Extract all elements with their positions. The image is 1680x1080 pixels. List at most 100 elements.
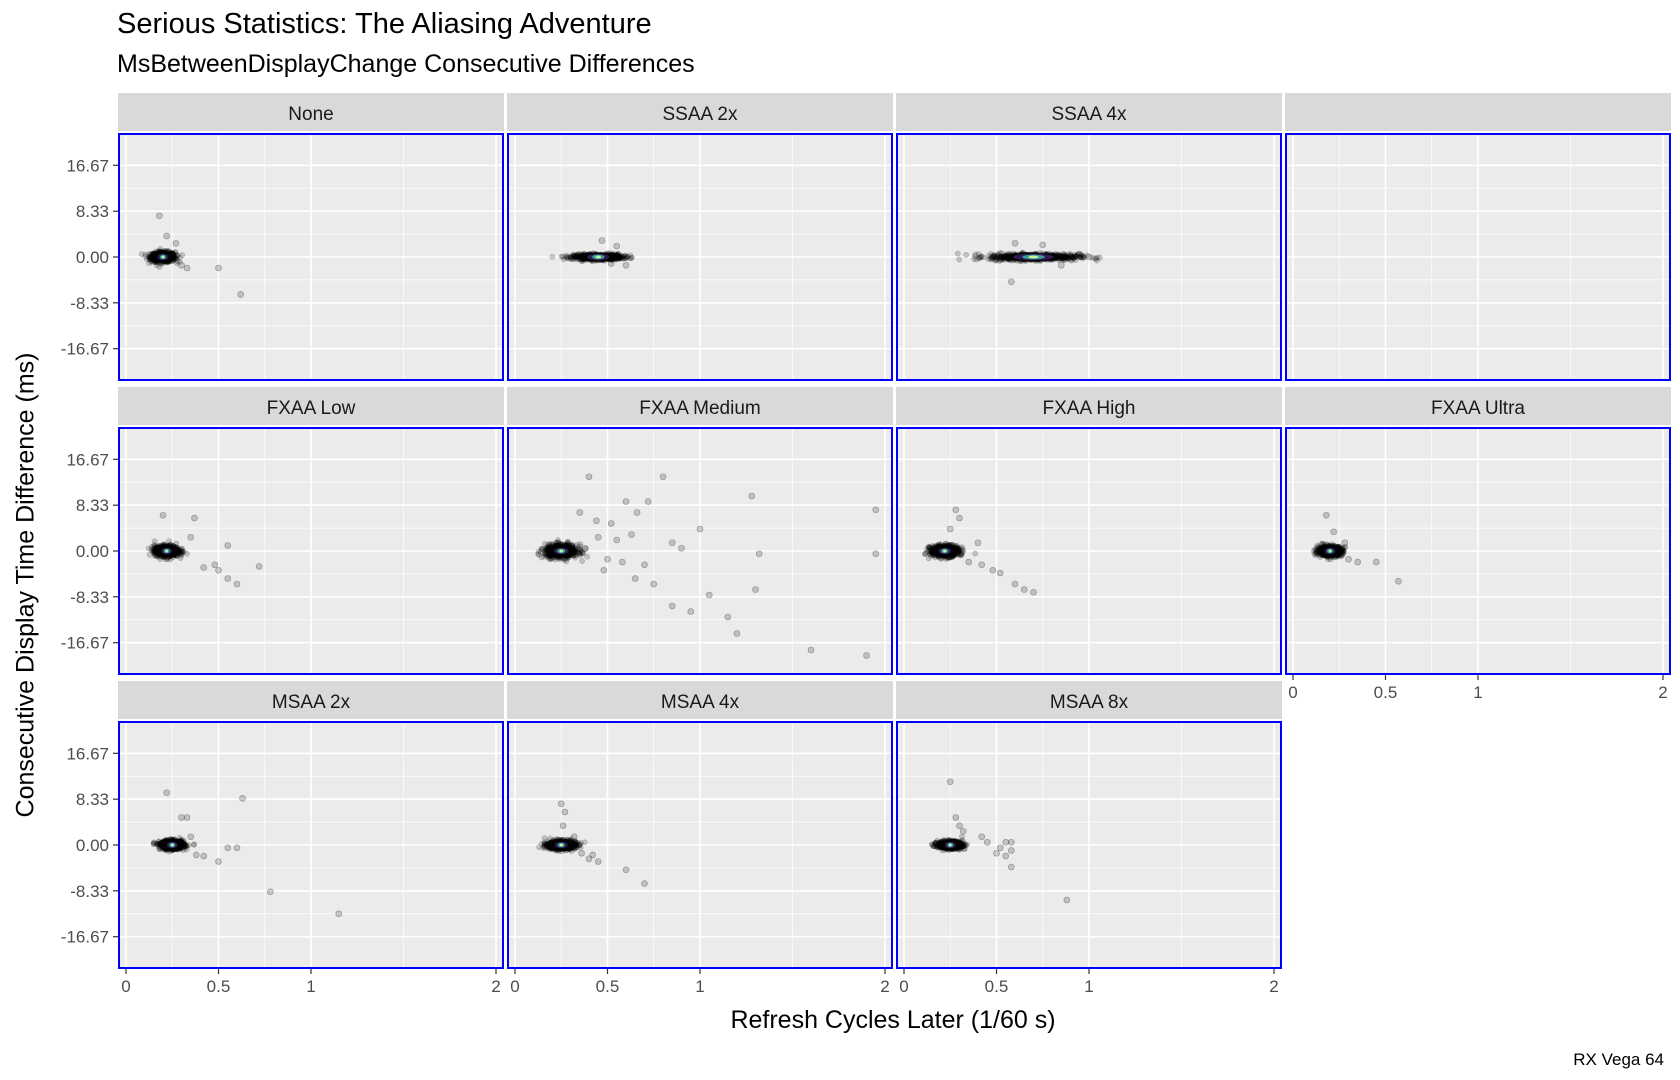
data-point (211, 561, 219, 569)
data-point (631, 575, 639, 582)
data-point (1057, 261, 1065, 269)
data-point (147, 251, 154, 257)
data-point (187, 533, 195, 541)
facet-strip (118, 93, 504, 131)
data-point (613, 242, 621, 250)
data-point (991, 256, 998, 263)
data-point (564, 254, 570, 260)
data-point (158, 260, 164, 267)
data-point (147, 255, 154, 262)
data-point (147, 255, 154, 261)
data-point (169, 256, 175, 262)
y-tick-label: -16.67 (61, 340, 109, 359)
data-point (169, 250, 175, 257)
data-point (628, 531, 635, 538)
data-point (1330, 528, 1337, 536)
data-point (724, 613, 732, 621)
facet-strip-label: FXAA Low (267, 398, 356, 419)
data-point (998, 253, 1004, 260)
data-point (954, 250, 961, 257)
data-point (171, 254, 178, 261)
data-point (1007, 278, 1015, 286)
data-point (576, 253, 582, 260)
data-point (151, 256, 158, 263)
facet-strip-label: FXAA High (1043, 398, 1136, 419)
data-point (170, 252, 177, 258)
data-point (972, 253, 978, 259)
y-tick-label: 0.00 (76, 542, 109, 561)
data-point (168, 256, 174, 262)
data-point (733, 630, 741, 637)
data-point (150, 255, 156, 261)
data-point (942, 542, 948, 549)
y-tick-label: 0.00 (76, 248, 109, 267)
data-point (152, 255, 159, 262)
facet-panel (1285, 93, 1671, 381)
y-tick-label: -16.67 (61, 634, 109, 653)
chart-title: Serious Statistics: The Aliasing Adventu… (117, 8, 652, 40)
data-point (148, 257, 155, 264)
x-axis-label: Refresh Cycles Later (1/60 s) (730, 1006, 1056, 1034)
data-point (170, 254, 177, 260)
data-point (668, 539, 676, 547)
data-point (996, 258, 1003, 264)
data-point (176, 259, 183, 265)
data-point (607, 260, 615, 267)
data-point (1395, 577, 1402, 585)
data-point (148, 254, 154, 261)
data-point (996, 569, 1004, 577)
data-point (545, 547, 551, 553)
data-point (156, 264, 163, 270)
data-point (598, 237, 606, 244)
data-point (142, 253, 149, 260)
data-point (169, 250, 176, 257)
data-point (1011, 239, 1019, 247)
density-contour (559, 549, 564, 553)
data-point (169, 251, 175, 258)
data-point (169, 254, 175, 261)
data-point (607, 520, 615, 527)
data-point (183, 264, 191, 272)
data-point (138, 251, 145, 257)
data-point (169, 252, 175, 258)
x-tick-label: 1 (1473, 683, 1482, 702)
data-point (949, 554, 956, 560)
y-tick-label: 8.33 (76, 202, 109, 221)
data-point (978, 253, 985, 260)
facet-panel: SSAA 2x (507, 93, 893, 381)
facet-strip-label: SSAA 4x (1052, 104, 1127, 125)
data-point (644, 498, 652, 505)
data-point (191, 514, 198, 522)
data-point (179, 252, 186, 258)
data-point (965, 558, 973, 566)
data-point (1020, 586, 1028, 593)
data-point (152, 248, 159, 255)
data-point (172, 249, 179, 256)
data-point (167, 258, 173, 265)
facet-strip-label: FXAA Ultra (1431, 398, 1525, 419)
y-tick-label: 16.67 (66, 156, 109, 175)
data-point (145, 545, 152, 552)
data-point (147, 255, 154, 262)
data-point (678, 544, 685, 552)
data-point (807, 646, 815, 654)
x-tick-label: 0 (1288, 683, 1297, 702)
facet-panel: FXAA Medium (507, 387, 893, 675)
data-point (151, 258, 158, 264)
data-point (177, 254, 183, 261)
data-point (748, 492, 756, 500)
data-point (946, 525, 954, 533)
facet-panel: SSAA 4x (896, 93, 1282, 381)
data-point (165, 259, 172, 265)
data-point (932, 548, 939, 555)
data-point (972, 550, 979, 557)
data-point (956, 514, 963, 522)
facet-panel: FXAA High (896, 387, 1282, 675)
data-point (165, 248, 172, 255)
data-point (696, 525, 704, 533)
data-point (549, 253, 556, 260)
data-point (165, 248, 171, 255)
data-point (153, 259, 160, 266)
data-point (169, 254, 176, 261)
